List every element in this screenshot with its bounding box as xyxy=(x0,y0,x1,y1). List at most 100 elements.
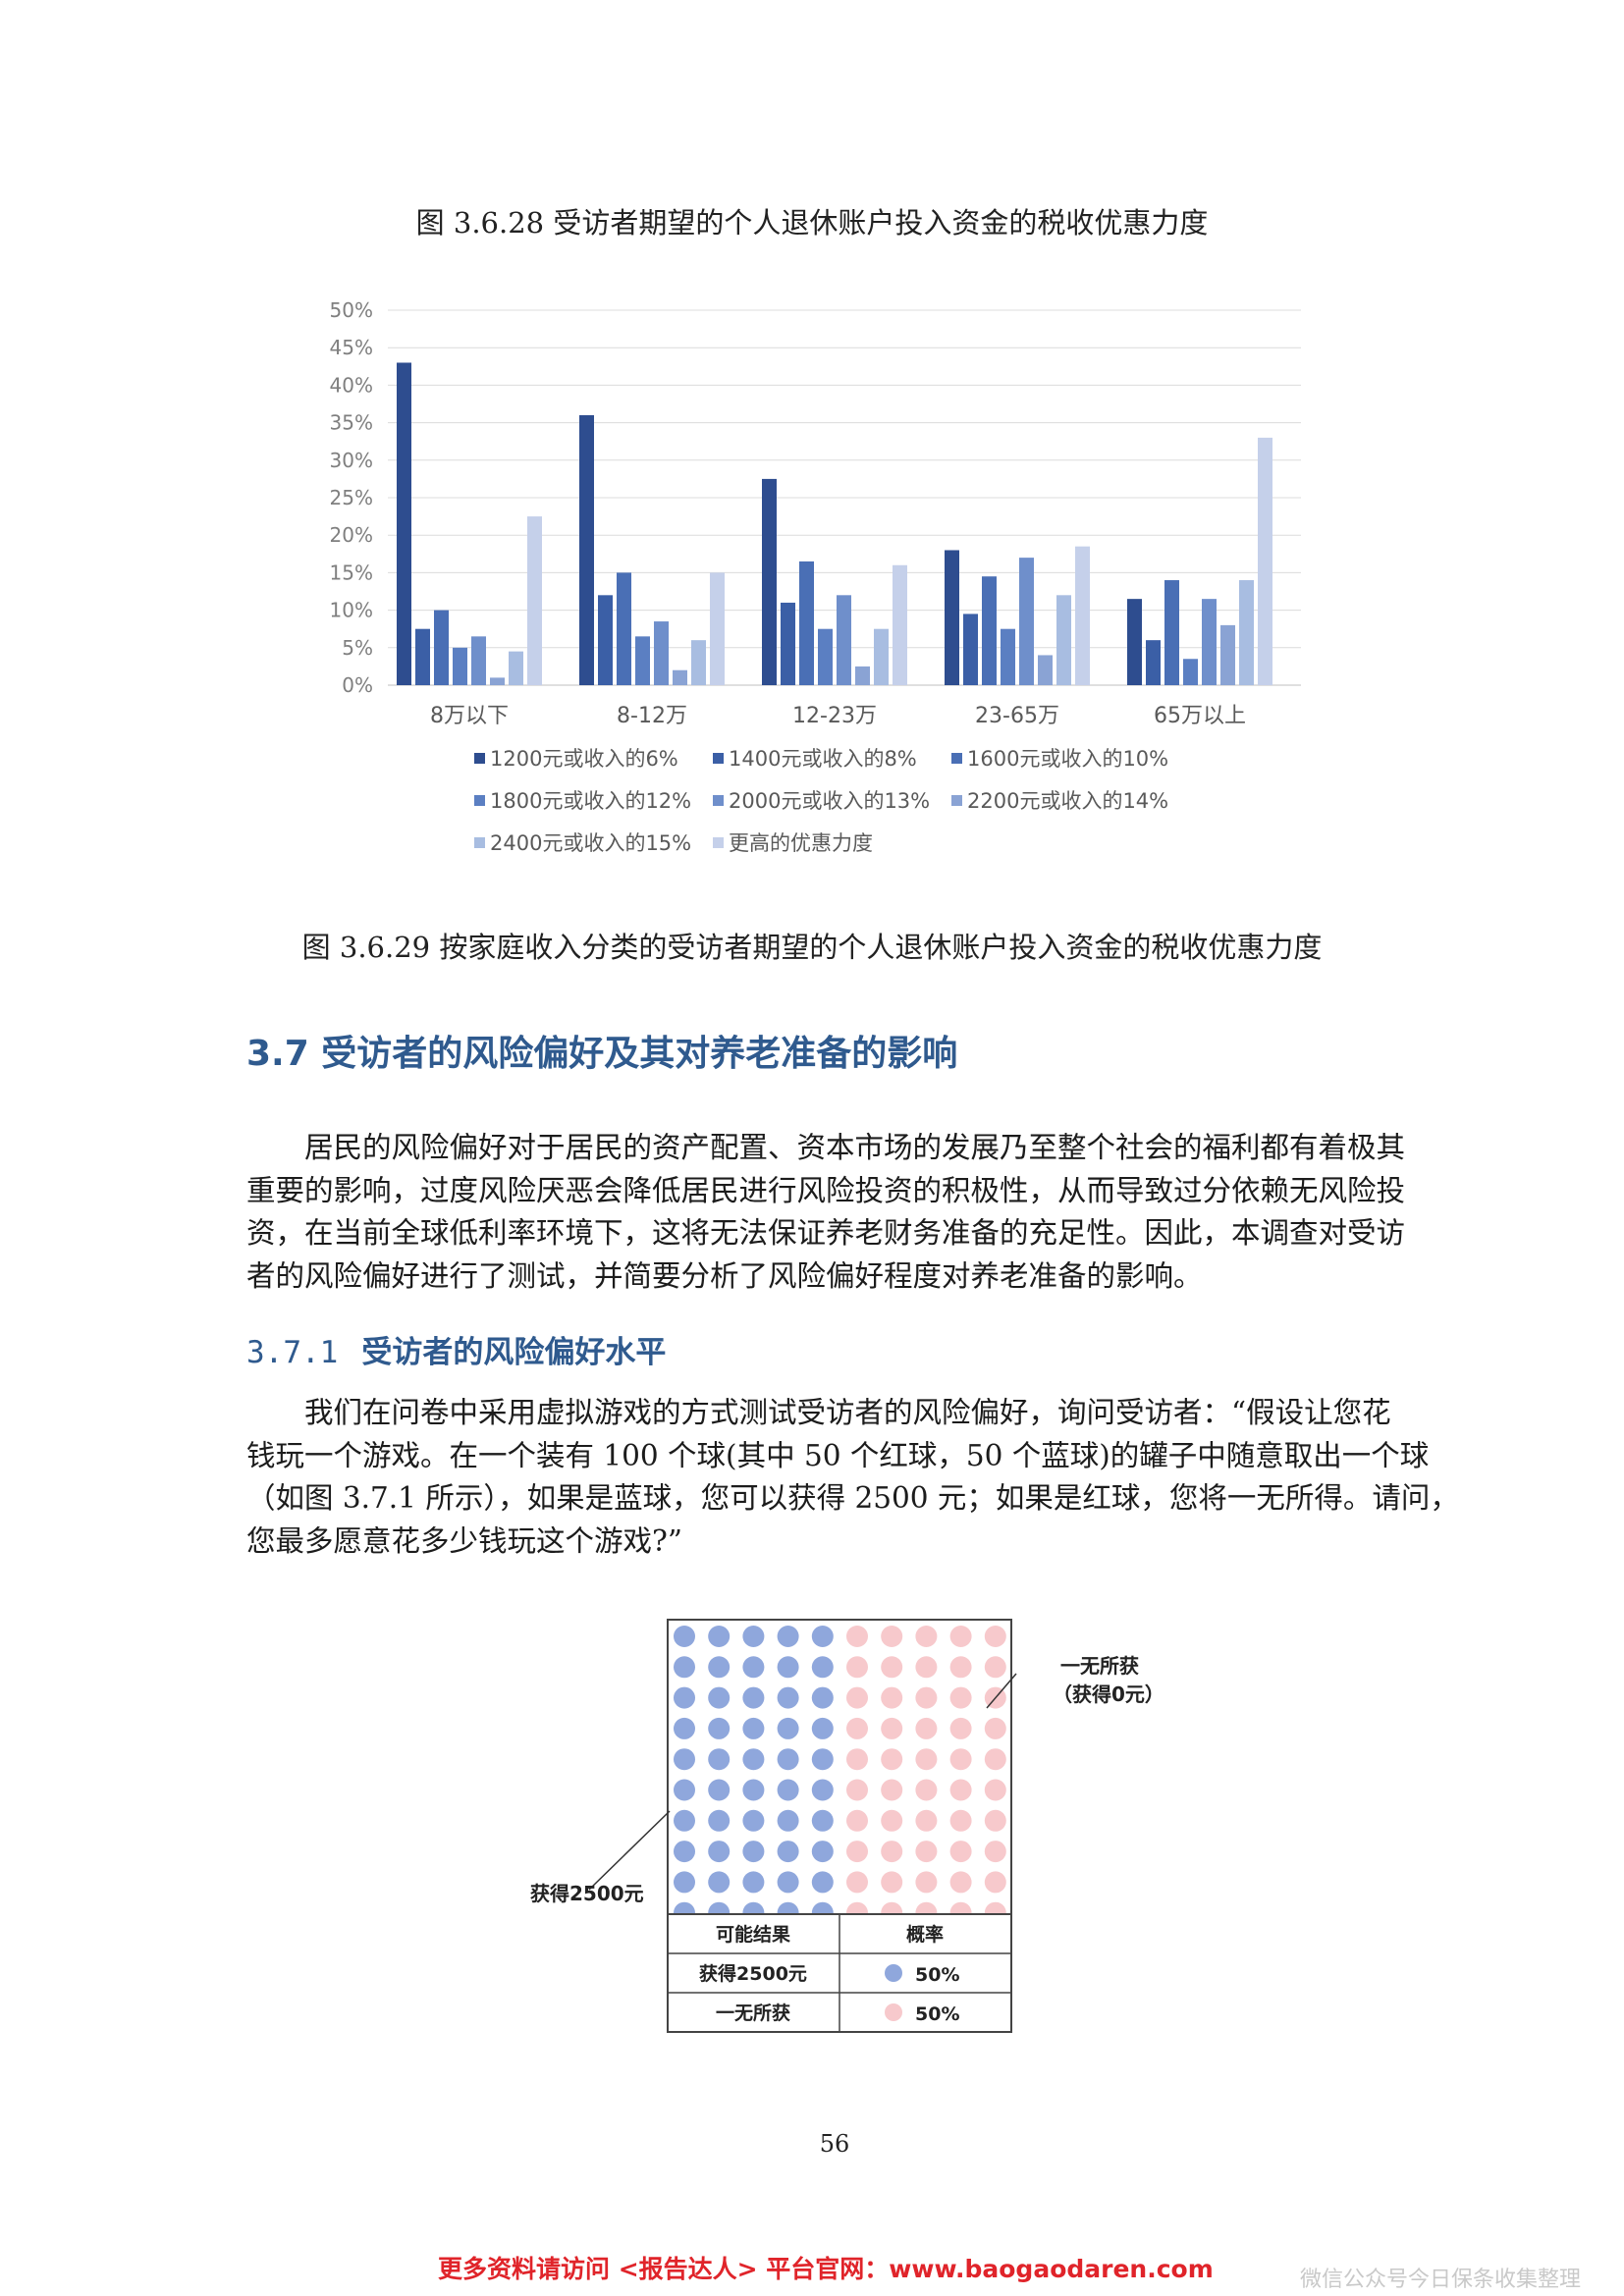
red-ball xyxy=(949,1656,972,1679)
x-tick-label: 23-65万 xyxy=(975,704,1059,728)
red-ball xyxy=(846,1841,868,1863)
red-ball xyxy=(846,1656,868,1679)
y-tick-label: 40% xyxy=(330,373,373,397)
blue-ball xyxy=(811,1717,834,1739)
page-number: 56 xyxy=(819,2130,850,2158)
paragraph-line: 者的风险偏好进行了测试，并简要分析了风险偏好程度对养老准备的影响。 xyxy=(246,1258,1203,1293)
y-tick-label: 30% xyxy=(330,449,373,472)
chart-legend: 1200元或收入的6% 1400元或收入的8% 1600元或收入的10% 1800元或… xyxy=(474,747,1168,855)
red-ball xyxy=(949,1717,972,1739)
bar xyxy=(654,621,669,685)
bar xyxy=(635,636,650,685)
blue-ball xyxy=(811,1871,834,1894)
blue-ball xyxy=(742,1841,765,1863)
paragraph-line: 资，在当前全球低利率环境下，这将无法保证养老财务准备的充足性。因此，本调查对受访 xyxy=(246,1216,1406,1250)
red-ball xyxy=(846,1717,868,1739)
bar xyxy=(982,576,997,685)
blue-ball xyxy=(811,1748,834,1771)
blue-ball xyxy=(742,1686,765,1709)
bar xyxy=(893,564,907,685)
blue-ball xyxy=(708,1748,731,1771)
blue-ball xyxy=(811,1809,834,1832)
bar xyxy=(1258,437,1272,685)
red-ball xyxy=(984,1871,1006,1894)
paragraph-risk-preference: 居民的风险偏好对于居民的资产配置、资本市场的发展乃至整个社会的福利都有着极其 重… xyxy=(246,1127,1406,1298)
blue-ball xyxy=(742,1626,765,1647)
blue-ball xyxy=(708,1809,731,1832)
red-ball xyxy=(915,1841,938,1863)
bar xyxy=(527,516,542,685)
legend-swatch xyxy=(951,795,962,806)
figure-caption-3-6-28: 图 3.6.28 受访者期望的个人退休账户投入资金的税收优惠力度 xyxy=(415,206,1209,240)
watermark: 微信公众号今日保条收集整理 xyxy=(1300,2268,1582,2292)
legend-label: 2000元或收入的13% xyxy=(729,789,930,813)
paragraph-line: 钱玩一个游戏。在一个装有 100 个球(其中 50 个红球，50 个蓝球)的罐子… xyxy=(246,1438,1430,1472)
blue-ball xyxy=(708,1717,731,1739)
red-ball xyxy=(949,1748,972,1771)
red-ball xyxy=(915,1809,938,1832)
bar xyxy=(799,561,814,685)
red-ball xyxy=(846,1626,868,1647)
section-heading: 3.7 受访者的风险偏好及其对养老准备的影响 xyxy=(246,1034,958,1074)
bar xyxy=(1075,546,1090,685)
red-ball xyxy=(984,1656,1006,1679)
red-ball xyxy=(846,1871,868,1894)
bar xyxy=(397,362,411,685)
blue-ball xyxy=(742,1717,765,1739)
paragraph-game-question: 我们在问卷中采用虚拟游戏的方式测试受访者的风险偏好，询问受访者：“假设让您花 钱… xyxy=(246,1392,1459,1563)
y-tick-label: 20% xyxy=(330,523,373,547)
red-ball xyxy=(915,1717,938,1739)
chart-bars xyxy=(397,362,1272,685)
legend-swatch xyxy=(474,837,485,848)
legend-label: 1800元或收入的12% xyxy=(490,789,691,813)
red-ball xyxy=(846,1779,868,1801)
legend-swatch xyxy=(713,753,724,764)
blue-ball xyxy=(811,1841,834,1863)
paragraph-line: 居民的风险偏好对于居民的资产配置、资本市场的发展乃至整个社会的福利都有着极其 xyxy=(304,1131,1406,1164)
label-win-2500: 获得2500元 xyxy=(530,1882,644,1905)
blue-ball xyxy=(777,1871,799,1894)
blue-ball xyxy=(674,1748,695,1771)
y-tick-label: 0% xyxy=(342,673,373,697)
blue-ball xyxy=(742,1656,765,1679)
red-ball xyxy=(949,1809,972,1832)
red-ball xyxy=(949,1686,972,1709)
red-ball xyxy=(846,1748,868,1771)
bar xyxy=(945,550,959,685)
blue-ball xyxy=(811,1686,834,1709)
legend-label: 2200元或收入的14% xyxy=(967,789,1168,813)
table-row1-outcome: 获得2500元 xyxy=(699,1962,807,1985)
bar xyxy=(710,572,725,685)
y-tick-label: 50% xyxy=(330,298,373,322)
red-ball xyxy=(846,1686,868,1709)
blue-ball xyxy=(811,1779,834,1801)
bar xyxy=(598,595,613,685)
bar xyxy=(963,614,978,685)
red-ball xyxy=(915,1871,938,1894)
red-ball xyxy=(881,1656,903,1679)
bar xyxy=(691,640,706,685)
blue-ball xyxy=(777,1841,799,1863)
bar xyxy=(855,666,870,685)
red-ball xyxy=(949,1871,972,1894)
blue-ball xyxy=(777,1656,799,1679)
bar xyxy=(471,636,486,685)
blue-ball xyxy=(708,1686,731,1709)
bar xyxy=(781,602,795,685)
bar xyxy=(762,478,777,685)
bar xyxy=(579,414,594,685)
blue-ball xyxy=(742,1779,765,1801)
blue-ball xyxy=(674,1779,695,1801)
paragraph-line: 我们在问卷中采用虚拟游戏的方式测试受访者的风险偏好，询问受访者：“假设让您花 xyxy=(304,1396,1391,1429)
blue-ball xyxy=(777,1717,799,1739)
paragraph-line: 重要的影响，过度风险厌恶会降低居民进行风险投资的积极性，从而导致过分依赖无风险投 xyxy=(246,1173,1406,1207)
ball-grid xyxy=(674,1626,1006,1924)
x-tick-label: 65万以上 xyxy=(1154,704,1246,728)
y-tick-label: 45% xyxy=(330,336,373,359)
label-nothing-zero: （获得0元） xyxy=(1053,1682,1164,1706)
bar-chart: 50% 45% 40% 35% 30% 25% 20% 15% 10% 5% 0% 8万以下 8-12… xyxy=(330,298,1301,855)
paragraph-line: 您最多愿意花多少钱玩这个游戏?” xyxy=(246,1523,682,1558)
blue-ball xyxy=(777,1748,799,1771)
bar xyxy=(1019,558,1034,685)
red-ball xyxy=(881,1626,903,1647)
